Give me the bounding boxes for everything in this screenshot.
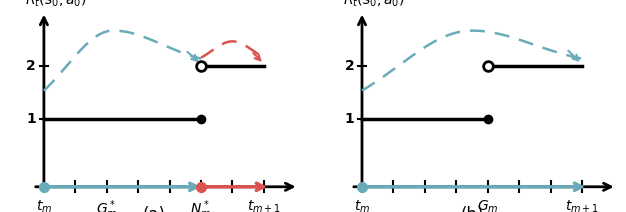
Text: $R_t(s_0, a_0)$: $R_t(s_0, a_0)$ [25,0,86,9]
Text: $R_t(s_0, a_0)$: $R_t(s_0, a_0)$ [343,0,404,9]
Text: 1: 1 [344,112,354,127]
Text: (b): (b) [460,206,484,212]
Text: 1: 1 [26,112,36,127]
Text: 2: 2 [26,59,36,73]
Text: 2: 2 [344,59,354,73]
Text: $N_m^*$: $N_m^*$ [190,199,212,212]
Text: $G_m^*$: $G_m^*$ [96,199,118,212]
Text: $t_m$: $t_m$ [354,199,370,212]
Text: $G_m$: $G_m$ [477,199,498,212]
Text: $t_{m+1}$: $t_{m+1}$ [247,199,281,212]
Text: (a): (a) [142,206,165,212]
Text: $t_{m+1}$: $t_{m+1}$ [565,199,599,212]
Text: $t_m$: $t_m$ [36,199,52,212]
